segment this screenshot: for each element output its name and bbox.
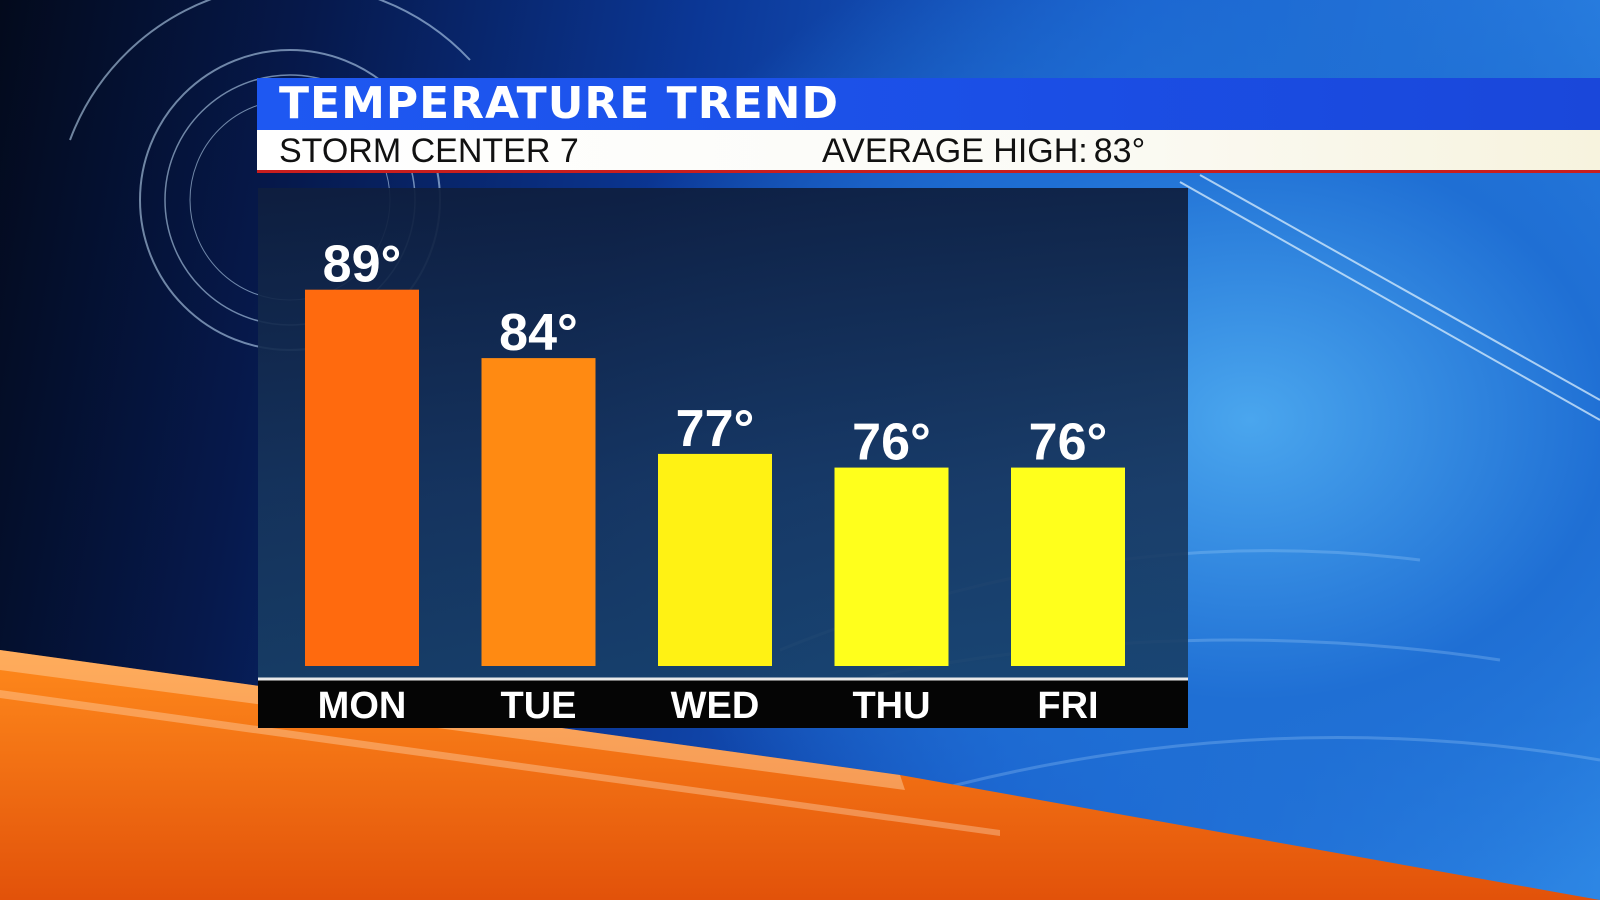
chart-title: TEMPERATURE TREND <box>279 78 839 129</box>
day-label-group: MON TUE WED THU FRI <box>318 685 1099 727</box>
bar-wed <box>658 453 772 666</box>
value-label-thu: 76° <box>852 414 931 472</box>
average-high-label: AVERAGE HIGH: <box>822 132 1088 170</box>
chart-panel: 89° 84° 77° 76° 76° MON TUE WED THU FRI <box>258 188 1188 728</box>
day-label-mon: MON <box>318 685 407 727</box>
bar-chart: 89° 84° 77° 76° 76° MON TUE WED THU FRI <box>258 236 1188 728</box>
value-label-fri: 76° <box>1029 414 1108 472</box>
subtitle-bar: STORM CENTER 7 AVERAGE HIGH: 83° <box>257 130 1600 173</box>
value-label-wed: 77° <box>676 400 755 458</box>
bar-mon <box>305 289 419 666</box>
average-high: AVERAGE HIGH: 83° <box>822 132 1145 170</box>
title-bar: TEMPERATURE TREND <box>257 78 1600 130</box>
day-label-strip <box>258 679 1188 728</box>
value-label-mon: 89° <box>323 236 402 294</box>
day-label-wed: WED <box>671 685 760 727</box>
bar-group: 89° 84° 77° 76° 76° <box>305 236 1125 666</box>
day-label-tue: TUE <box>501 685 577 727</box>
bar-fri <box>1011 467 1125 666</box>
average-high-value: 83° <box>1093 132 1146 170</box>
day-label-fri: FRI <box>1037 685 1098 727</box>
bar-tue <box>481 358 596 666</box>
station-name: STORM CENTER 7 <box>279 132 579 170</box>
bar-thu <box>834 467 949 666</box>
value-label-tue: 84° <box>499 304 578 362</box>
day-label-thu: THU <box>852 685 930 727</box>
